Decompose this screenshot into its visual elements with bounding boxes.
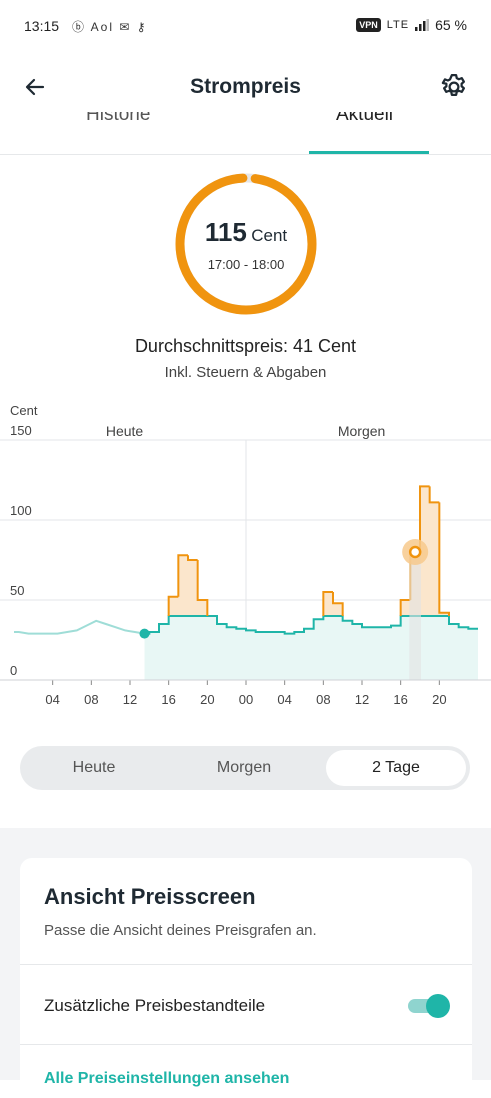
card-title: Ansicht Preisscreen [44,884,256,909]
signal-bars-icon [415,19,430,31]
average-price: Durchschnittspreis: 41 Cent [134,336,357,356]
signal-icon: LTE [386,19,410,31]
price-chart-svg[interactable]: Cent 0 50 100 150 Heute Morgen 04 08 12 16 20 00 04 08… [0,398,491,718]
notification-icons: ⓑ Aol ✉ ⚷ [72,20,148,34]
toggle-label: Zusätzliche Preisbestandteile [44,996,266,1015]
divider [20,1044,472,1045]
current-price-value: 115 [204,217,247,247]
toggle-knob [426,994,450,1018]
x-tick-label: 04 [277,692,291,707]
x-tick-label: 08 [316,692,330,707]
status-bar: 13:15 ⓑ Aol ✉ ⚷ VPN LTE 65 % [0,0,491,56]
gauge-ring [175,173,317,315]
range-selector: Heute Morgen 2 Tage [20,746,470,790]
x-tick-label: 12 [123,692,137,707]
settings-card: Ansicht Preisscreen Passe die Ansicht de… [20,858,472,1098]
y-tick-label: 0 [10,663,17,678]
x-tick-label: 04 [45,692,59,707]
arrow-left-icon [25,78,45,96]
range-option-morgen[interactable]: Morgen [216,759,272,776]
all-price-settings-link[interactable]: Alle Preiseinstellungen ansehen [44,1070,290,1087]
vpn-badge: VPN [356,18,381,32]
current-price-unit: Cent [251,226,288,245]
average-price-note: Inkl. Steuern & Abgaben [164,364,327,381]
y-tick-label: 150 [10,423,32,438]
price-chart[interactable]: Cent 0 50 100 150 Heute Morgen 04 08 12 16 20 00 04 08… [0,398,491,718]
gear-icon [441,74,465,96]
status-time: 13:15 [24,18,60,34]
y-axis-label: Cent [10,403,38,418]
x-tick-label: 20 [200,692,214,707]
page-title: Strompreis [190,75,301,98]
back-button[interactable] [18,70,52,104]
current-time-range: 17:00 - 18:00 [207,257,285,272]
x-tick-label: 16 [393,692,407,707]
x-tick-label: 08 [84,692,98,707]
tab-indicator [309,151,429,154]
y-tick-label: 50 [10,583,24,598]
x-tick-label: 12 [355,692,369,707]
gauge-arc [175,173,317,315]
divider [20,964,472,965]
past-price-line [14,619,145,635]
tab-bar: Historie Aktuell [0,112,491,155]
section-label-morgen: Morgen [338,423,385,439]
x-tick-label: 16 [161,692,175,707]
card-subtitle: Passe die Ansicht deines Preisgrafen an. [44,922,317,939]
status-right: VPN LTE 65 % [356,17,467,33]
selected-hour-highlight [409,552,421,680]
y-tick-label: 100 [10,503,32,518]
x-tick-label: 20 [432,692,446,707]
battery-level: 65 % [435,17,467,33]
settings-button[interactable] [437,70,471,104]
app-bar: Strompreis [0,56,491,120]
tab-historie[interactable]: Historie [86,112,151,125]
future-price-fill [144,616,478,680]
section-label-heute: Heute [106,423,144,439]
additional-components-toggle[interactable] [408,994,450,1018]
tab-aktuell[interactable]: Aktuell [336,112,394,125]
selected-marker [408,545,422,559]
range-option-heute[interactable]: Heute [72,759,116,776]
price-gauge: 115 Cent 17:00 - 18:00 [172,170,320,318]
x-tick-label: 00 [239,692,253,707]
current-price: 115 Cent [172,217,320,248]
current-hour-marker [139,628,150,639]
range-option-2-tage[interactable]: 2 Tage [326,750,466,786]
